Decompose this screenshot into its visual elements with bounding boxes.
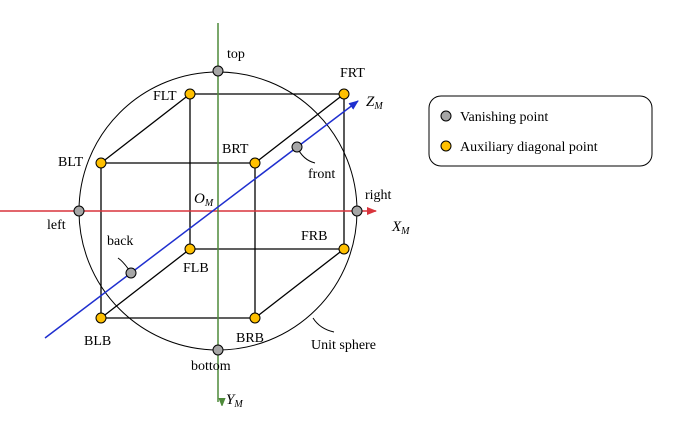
label-flb: FLB — [183, 261, 209, 276]
ap-blt — [95, 157, 107, 169]
vp-front — [291, 141, 303, 153]
legend-box — [428, 95, 653, 167]
legend: Vanishing point Auxiliary diagonal point — [428, 95, 653, 167]
vanishing-points — [73, 65, 363, 356]
edge-flb-blb — [100, 248, 191, 319]
legend-vanishing-label: Vanishing point — [460, 110, 548, 125]
label-front: front — [308, 167, 335, 182]
ap-brb — [249, 312, 261, 324]
unit-sphere-label: Unit sphere — [311, 338, 376, 353]
label-left: left — [47, 218, 66, 233]
label-frb: FRB — [301, 229, 327, 244]
ap-frb — [338, 243, 350, 255]
label-bottom: bottom — [191, 359, 231, 374]
unit-sphere-leader — [312, 317, 335, 333]
vp-bottom — [212, 344, 224, 356]
y-axis-label: YM — [226, 392, 243, 410]
label-right: right — [365, 188, 392, 203]
edge-frb-brb — [254, 248, 345, 319]
label-brt: BRT — [222, 142, 249, 157]
label-back: back — [107, 234, 133, 249]
ap-frt — [338, 88, 350, 100]
label-brb: BRB — [236, 331, 264, 346]
label-frt: FRT — [340, 66, 365, 81]
label-blb: BLB — [84, 334, 111, 349]
label-flt: FLT — [153, 89, 177, 104]
ap-flt — [184, 88, 196, 100]
vp-top — [212, 65, 224, 77]
label-top: top — [227, 47, 245, 62]
label-blt: BLT — [58, 155, 84, 170]
legend-vanishing-marker — [440, 110, 452, 122]
z-axis-label: ZM — [366, 94, 383, 112]
vp-left — [73, 205, 85, 217]
cube-edges — [100, 93, 345, 319]
x-axis-label: XM — [391, 219, 410, 237]
vp-right — [351, 205, 363, 217]
auxiliary-points — [95, 88, 350, 324]
edge-flt-blt — [100, 93, 191, 164]
z-axis-line — [44, 100, 359, 339]
legend-auxiliary-label: Auxiliary diagonal point — [460, 140, 598, 155]
ap-flb — [184, 243, 196, 255]
legend-auxiliary-marker — [440, 140, 452, 152]
edge-frt-brt — [254, 93, 345, 164]
ap-blb — [95, 312, 107, 324]
ap-brt — [249, 157, 261, 169]
origin-label: OM — [194, 191, 214, 209]
vp-back — [125, 267, 137, 279]
